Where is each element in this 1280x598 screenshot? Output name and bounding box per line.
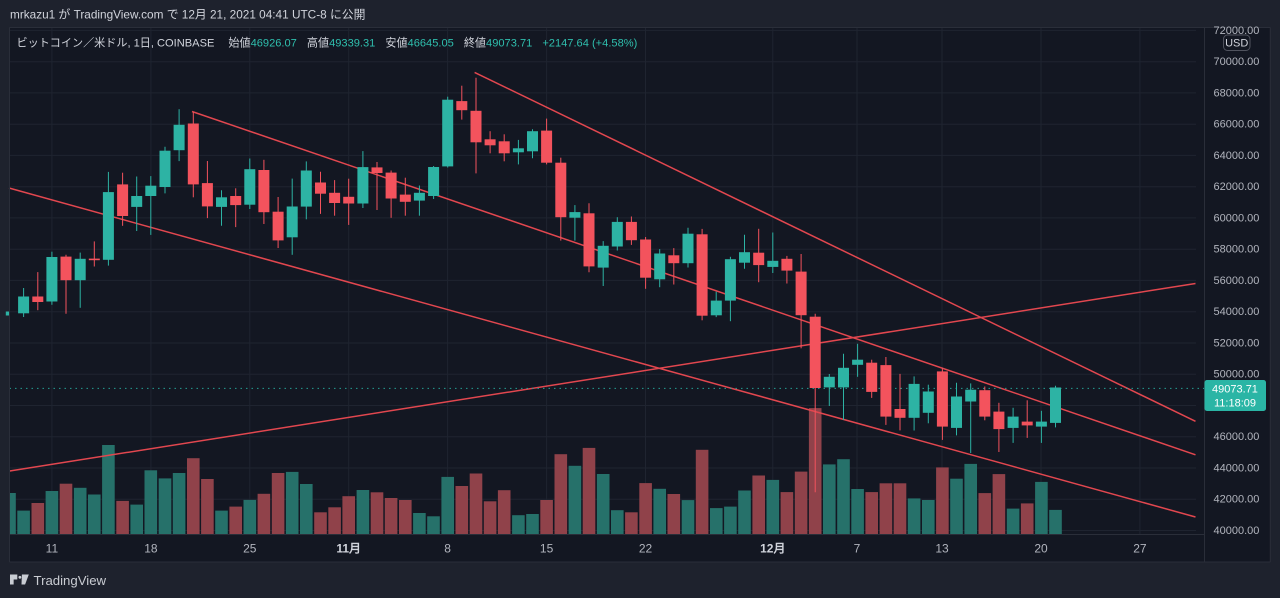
svg-text:7: 7 bbox=[854, 542, 861, 556]
svg-text:11:18:09: 11:18:09 bbox=[1214, 398, 1256, 410]
svg-text:8: 8 bbox=[444, 542, 451, 556]
svg-text:60000.00: 60000.00 bbox=[1214, 212, 1260, 224]
svg-text:50000.00: 50000.00 bbox=[1214, 369, 1260, 381]
svg-text:49073.71: 49073.71 bbox=[1212, 384, 1258, 396]
svg-text:68000.00: 68000.00 bbox=[1214, 87, 1260, 99]
svg-text:54000.00: 54000.00 bbox=[1214, 306, 1260, 318]
svg-text:56000.00: 56000.00 bbox=[1214, 275, 1260, 287]
svg-text:18: 18 bbox=[144, 542, 158, 556]
svg-text:66000.00: 66000.00 bbox=[1214, 119, 1260, 131]
svg-text:mrkazu1 が TradingView.com で 12: mrkazu1 が TradingView.com で 12月 21, 2021… bbox=[10, 7, 365, 21]
svg-text:62000.00: 62000.00 bbox=[1214, 181, 1260, 193]
svg-text:27: 27 bbox=[1133, 542, 1147, 556]
svg-text:64000.00: 64000.00 bbox=[1214, 150, 1260, 162]
svg-text:20: 20 bbox=[1034, 542, 1048, 556]
svg-text:TradingView: TradingView bbox=[34, 573, 107, 588]
svg-text:11月: 11月 bbox=[336, 542, 361, 556]
svg-text:72000.00: 72000.00 bbox=[1214, 25, 1260, 37]
svg-text:USD: USD bbox=[1225, 38, 1248, 50]
svg-text:22: 22 bbox=[639, 542, 653, 556]
svg-text:11: 11 bbox=[46, 542, 59, 556]
svg-text:15: 15 bbox=[540, 542, 554, 556]
svg-text:42000.00: 42000.00 bbox=[1214, 494, 1260, 506]
svg-text:70000.00: 70000.00 bbox=[1214, 56, 1260, 68]
svg-text:12月: 12月 bbox=[760, 542, 785, 556]
svg-text:46000.00: 46000.00 bbox=[1214, 431, 1260, 443]
svg-text:40000.00: 40000.00 bbox=[1214, 525, 1260, 537]
svg-text:58000.00: 58000.00 bbox=[1214, 244, 1260, 256]
svg-text:13: 13 bbox=[935, 542, 949, 556]
svg-text:44000.00: 44000.00 bbox=[1214, 463, 1260, 475]
svg-text:25: 25 bbox=[243, 542, 257, 556]
svg-text:52000.00: 52000.00 bbox=[1214, 338, 1260, 350]
